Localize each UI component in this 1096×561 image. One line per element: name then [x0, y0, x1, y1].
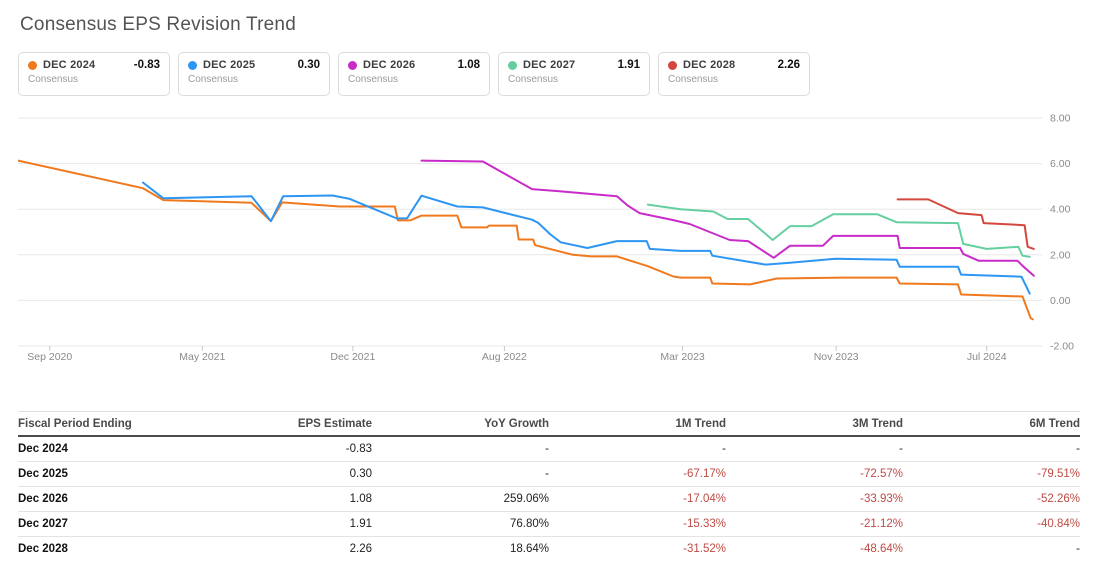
- col-6m-trend-cell: -: [903, 436, 1080, 462]
- legend-consensus-label: Consensus: [508, 74, 559, 85]
- col-eps-estimate-cell: 0.30: [195, 461, 372, 487]
- chart-area: 8.00 6.00 4.00 2.00 0.00 -2.00 Sep 2020 May 202…: [17, 108, 1082, 371]
- table-row-dec-2026: Dec 2026 1.08 259.06% -17.04% -33.93% -52.26%: [18, 486, 1080, 512]
- col-3m-trend-cell: -48.64%: [726, 536, 903, 561]
- col-header-1m-trend: 1M Trend: [549, 411, 726, 437]
- legend-consensus-label: Consensus: [668, 74, 719, 85]
- col-yoy-growth-cell: 76.80%: [372, 511, 549, 537]
- col-eps-estimate-cell: 1.91: [195, 511, 372, 537]
- table-row-dec-2027: Dec 2027 1.91 76.80% -15.33% -21.12% -40.84%: [18, 511, 1080, 537]
- col-3m-trend-cell: -: [726, 436, 903, 462]
- col-eps-estimate-cell: 1.08: [195, 486, 372, 512]
- col-1m-trend-cell: -31.52%: [549, 536, 726, 561]
- x-axis-label: May 2021: [179, 351, 225, 363]
- eps-trend-chart[interactable]: 8.00 6.00 4.00 2.00 0.00 -2.00 Sep 2020 May 202…: [17, 108, 1080, 366]
- col-3m-trend-cell: -72.57%: [726, 461, 903, 487]
- legend-consensus-label: Consensus: [348, 74, 399, 85]
- col-1m-trend-cell: -17.04%: [549, 486, 726, 512]
- series-color-dot: [348, 60, 357, 70]
- series-color-dot: [188, 60, 197, 70]
- col-header-yoy-growth: YoY Growth: [372, 411, 549, 437]
- col-1m-trend-cell: -67.17%: [549, 461, 726, 487]
- table-row-dec-2028: Dec 2028 2.26 18.64% -31.52% -48.64% -: [18, 536, 1080, 561]
- legend-period-label: DEC 2027: [523, 59, 576, 71]
- col-6m-trend-cell: -: [903, 536, 1080, 561]
- col-6m-trend-cell: -79.51%: [903, 461, 1080, 487]
- col-6m-trend-cell: -40.84%: [903, 511, 1080, 537]
- legend-card-dec-2024[interactable]: DEC 2024 -0.83 Consensus: [18, 52, 170, 96]
- col-1m-trend-cell: -15.33%: [549, 511, 726, 537]
- legend-consensus-label: Consensus: [28, 74, 79, 85]
- legend-card-dec-2026[interactable]: DEC 2026 1.08 Consensus: [338, 52, 490, 96]
- x-axis-label: Nov 2023: [814, 351, 859, 363]
- col-header-eps-estimate: EPS Estimate: [195, 411, 372, 437]
- fiscal-period-cell: Dec 2026: [18, 486, 195, 512]
- col-eps-estimate-cell: 2.26: [195, 536, 372, 561]
- series-color-dot: [28, 60, 37, 70]
- col-header-6m-trend: 6M Trend: [903, 411, 1080, 437]
- x-axis-label: Dec 2021: [330, 351, 375, 363]
- fiscal-period-cell: Dec 2028: [18, 536, 195, 561]
- col-yoy-growth-cell: 259.06%: [372, 486, 549, 512]
- table-row-dec-2024: Dec 2024 -0.83- - - -: [18, 436, 1080, 462]
- legend-eps-value: 1.08: [457, 59, 480, 71]
- col-3m-trend-cell: -21.12%: [726, 511, 903, 537]
- series-line-dec-2026: [420, 159, 1035, 277]
- y-axis-label: 6.00: [1050, 158, 1071, 170]
- col-eps-estimate-cell: -0.83: [195, 436, 372, 462]
- legend-period-label: DEC 2026: [363, 59, 416, 71]
- page-title: Consensus EPS Revision Trend: [20, 14, 296, 35]
- series-color-dot: [508, 60, 517, 70]
- col-header-3m-trend: 3M Trend: [726, 411, 903, 437]
- legend-eps-value: 1.91: [617, 59, 640, 71]
- table-header-row: Fiscal Period Ending EPS Estimate YoY Grow…: [18, 411, 1080, 437]
- x-axis-label: Mar 2023: [660, 351, 705, 363]
- col-1m-trend-cell: -: [549, 436, 726, 462]
- legend-card-dec-2027[interactable]: DEC 2027 1.91 Consensus: [498, 52, 650, 96]
- legend-card-dec-2025[interactable]: DEC 2025 0.30 Consensus: [178, 52, 330, 96]
- legend-period-label: DEC 2024: [43, 59, 96, 71]
- y-axis-label: 2.00: [1050, 249, 1071, 261]
- x-axis-label: Aug 2022: [482, 351, 527, 363]
- legend: DEC 2024 -0.83 Consensus DEC 2025 0.30 Consen…: [18, 52, 1082, 96]
- legend-eps-value: 0.30: [297, 59, 320, 71]
- fiscal-period-cell: Dec 2027: [18, 511, 195, 537]
- series-line-dec-2025: [141, 181, 1031, 295]
- x-axis-label: Jul 2024: [967, 351, 1007, 363]
- col-header-fiscal-period-ending: Fiscal Period Ending: [18, 411, 195, 437]
- legend-period-label: DEC 2028: [683, 59, 736, 71]
- col-6m-trend-cell: -52.26%: [903, 486, 1080, 512]
- table-row-dec-2025: Dec 2025 0.30- -67.17% -72.57% -79.51%: [18, 461, 1080, 487]
- fiscal-period-cell: Dec 2024: [18, 436, 195, 462]
- series-line-dec-2027: [646, 203, 1031, 258]
- col-3m-trend-cell: -33.93%: [726, 486, 903, 512]
- col-yoy-growth-cell: -: [372, 436, 549, 462]
- y-axis-label: 0.00: [1050, 295, 1071, 307]
- x-axis-label: Sep 2020: [27, 351, 72, 363]
- legend-consensus-label: Consensus: [188, 74, 239, 85]
- eps-estimate-table: Fiscal Period Ending EPS Estimate YoY Grow…: [18, 411, 1080, 561]
- legend-period-label: DEC 2025: [203, 59, 256, 71]
- series-line-dec-2028: [896, 198, 1035, 250]
- series-color-dot: [668, 60, 677, 70]
- y-axis-label: 8.00: [1050, 113, 1071, 125]
- y-axis-label: -2.00: [1050, 341, 1074, 353]
- col-yoy-growth-cell: 18.64%: [372, 536, 549, 561]
- series-line-dec-2024: [17, 159, 1034, 321]
- fiscal-period-cell: Dec 2025: [18, 461, 195, 487]
- legend-eps-value: -0.83: [133, 59, 160, 71]
- y-axis-label: 4.00: [1050, 204, 1071, 216]
- legend-card-dec-2028[interactable]: DEC 2028 2.26 Consensus: [658, 52, 810, 96]
- col-yoy-growth-cell: -: [372, 461, 549, 487]
- legend-eps-value: 2.26: [777, 59, 800, 71]
